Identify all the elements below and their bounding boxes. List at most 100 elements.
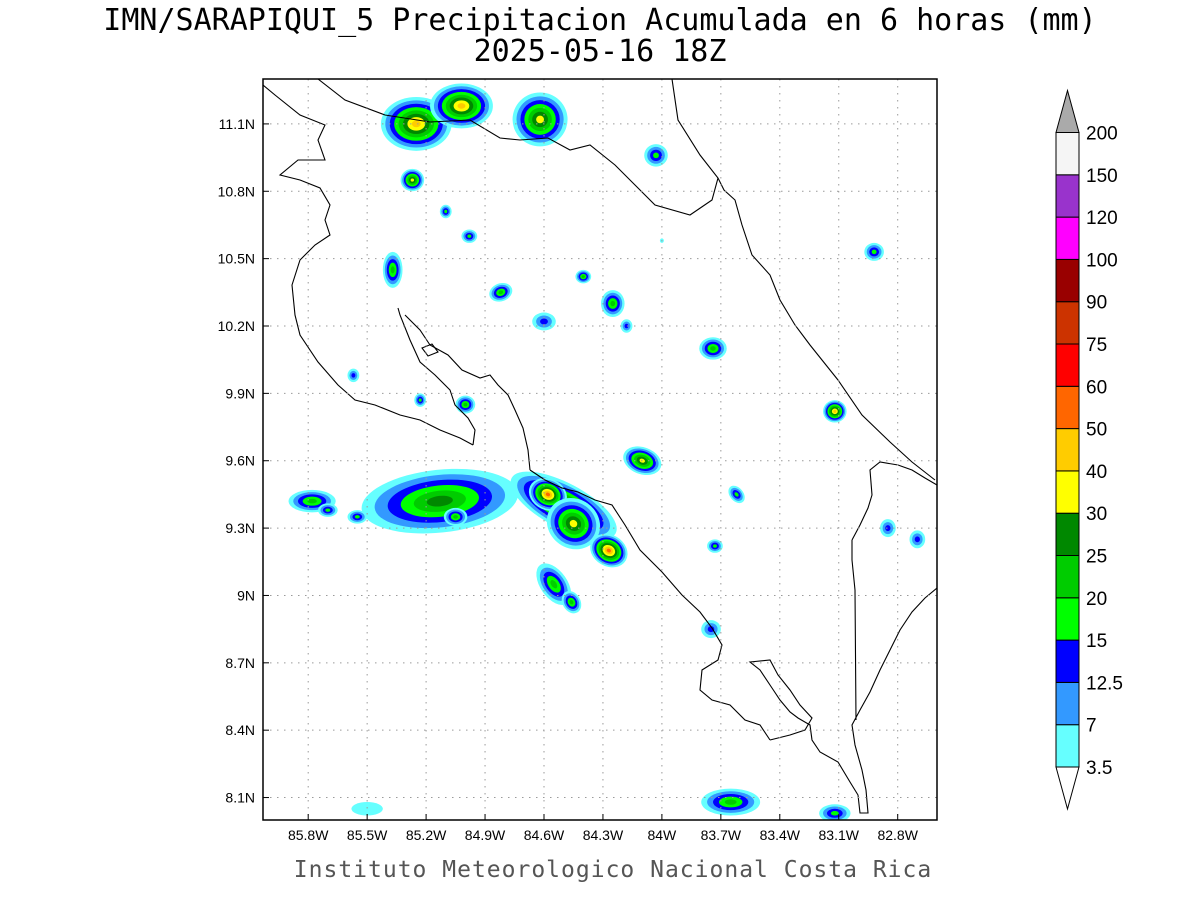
- colorbar-level-label: 50: [1086, 420, 1107, 441]
- precip-cell: [707, 539, 723, 553]
- precip-contour-level: [871, 249, 877, 255]
- precip-cell: [701, 788, 761, 816]
- precip-cell: [443, 507, 468, 526]
- lon-tick-label: 84.9W: [465, 827, 506, 843]
- precip-contour-level: [550, 580, 558, 589]
- precip-cell: [461, 229, 478, 243]
- map-title: IMN/SARAPIQUI_5 Precipitacion Acumulada …: [103, 3, 1096, 38]
- precip-cell: [439, 204, 452, 219]
- lat-tick-label: 10.8N: [218, 183, 255, 199]
- colorbar-legend: 3.5 7 12.5 15 20 25 30 40 50 60 75 90 100 120 150 200: [1055, 88, 1123, 811]
- precip-contour-level: [724, 799, 737, 805]
- graticule-grid: [263, 79, 937, 820]
- precip-cell: [880, 519, 896, 538]
- precip-contour-level: [354, 515, 360, 519]
- colorbar-swatch: [1055, 258, 1080, 303]
- colorbar-swatch: [1055, 555, 1080, 599]
- lat-tick-label: 8.4N: [225, 722, 255, 738]
- lon-tick-label: 85.5W: [347, 827, 388, 843]
- colorbar-level-label: 100: [1086, 250, 1118, 271]
- precip-cell: [701, 620, 721, 639]
- precip-contour-level: [710, 346, 716, 351]
- precip-contour-level: [712, 544, 717, 548]
- colorbar-swatch: [1055, 512, 1080, 557]
- panama-border: [851, 461, 937, 721]
- lon-tick-label: 83.7W: [701, 827, 742, 843]
- precip-cell: [532, 312, 556, 331]
- lat-tick-label: 8.7N: [225, 655, 255, 671]
- lat-tick-label: 9.6N: [225, 453, 255, 469]
- colorbar-swatch: [1055, 301, 1080, 345]
- lon-tick-label: 85.2W: [406, 827, 447, 843]
- precip-contour-level: [463, 402, 468, 407]
- coastline-layer: [263, 79, 937, 814]
- colorbar-swatch: [1055, 132, 1080, 176]
- precip-cell: [699, 337, 727, 360]
- colorbar-level-label: 60: [1086, 377, 1107, 398]
- lat-tick-label: 10.5N: [218, 251, 255, 267]
- colorbar-level-label: 90: [1086, 293, 1107, 314]
- precip-cell: [528, 477, 567, 511]
- lon-tick-label: 83.1W: [819, 827, 860, 843]
- map-background: [263, 79, 937, 820]
- precip-contour-level: [653, 152, 659, 159]
- precip-contour-level: [624, 323, 629, 329]
- precip-contour-level: [410, 178, 415, 182]
- lat-tick-label: 9.3N: [225, 520, 255, 536]
- precip-cell: [361, 468, 519, 534]
- colorbar-bottom-arrow: [1055, 766, 1080, 811]
- precip-contour-level: [467, 234, 472, 238]
- osa-peninsula-and-golfo-dulce: [748, 587, 937, 814]
- lon-tick-label: 83.4W: [760, 827, 801, 843]
- colorbar-swatch: [1055, 597, 1080, 641]
- colorbar-swatch: [1055, 343, 1080, 387]
- colorbar-level-label: 150: [1086, 166, 1118, 187]
- institution-footer: Instituto Meteorologico Nacional Costa R…: [294, 857, 932, 883]
- precip-contour-level: [390, 266, 395, 274]
- precip-contour-level: [307, 498, 317, 504]
- lon-tick-label: 82.8W: [877, 827, 918, 843]
- precip-contour-level: [351, 373, 356, 378]
- precip-contour-level: [444, 209, 448, 214]
- precip-cell: [620, 319, 633, 333]
- precip-contour-level: [830, 811, 839, 816]
- colorbar-level-label: 12.5: [1086, 673, 1123, 694]
- colorbar-level-label: 15: [1086, 631, 1107, 652]
- nicaragua-border: [317, 79, 719, 216]
- colorbar-level-label: 120: [1086, 208, 1118, 229]
- colorbar-level-label: 200: [1086, 124, 1118, 145]
- lat-tick-label: 11.1N: [219, 116, 255, 132]
- precip-cell: [318, 503, 338, 517]
- precip-contour-level: [457, 103, 466, 109]
- axis-tick-labels: 85.8W 85.5W 85.2W 84.9W 84.6W 84.3W 84W 83.7W 83…: [218, 116, 919, 843]
- precip-contour-level: [545, 492, 551, 497]
- precip-cell: [823, 400, 847, 423]
- colorbar-swatch: [1055, 385, 1080, 430]
- precip-contour-level: [418, 398, 422, 402]
- precip-contour-level: [411, 120, 421, 128]
- precip-cell: [288, 489, 336, 513]
- lon-tick-label: 84.6W: [524, 827, 565, 843]
- colorbar-swatch: [1055, 470, 1080, 514]
- colorbar-level-label: 75: [1086, 335, 1107, 356]
- precip-contour-level: [426, 495, 453, 507]
- pacific-coast-north: [263, 84, 474, 446]
- precip-cell: [430, 83, 493, 129]
- precip-cell: [455, 395, 476, 414]
- colorbar-level-label: 25: [1086, 547, 1107, 568]
- precip-contour-level: [885, 525, 891, 532]
- precip-cell: [414, 393, 427, 407]
- precip-cell: [909, 530, 926, 549]
- lat-tick-label: 9.9N: [225, 385, 255, 401]
- precip-contour-level: [325, 508, 331, 512]
- colorbar-level-label: 40: [1086, 462, 1107, 483]
- colorbar-swatch: [1055, 174, 1080, 218]
- colorbar-swatch: [1055, 681, 1080, 726]
- lon-tick-label: 84W: [647, 827, 677, 843]
- precip-contour-level: [569, 599, 574, 605]
- lon-tick-label: 85.8W: [288, 827, 329, 843]
- precip-cell: [561, 591, 582, 614]
- plot-frame: [262, 78, 938, 821]
